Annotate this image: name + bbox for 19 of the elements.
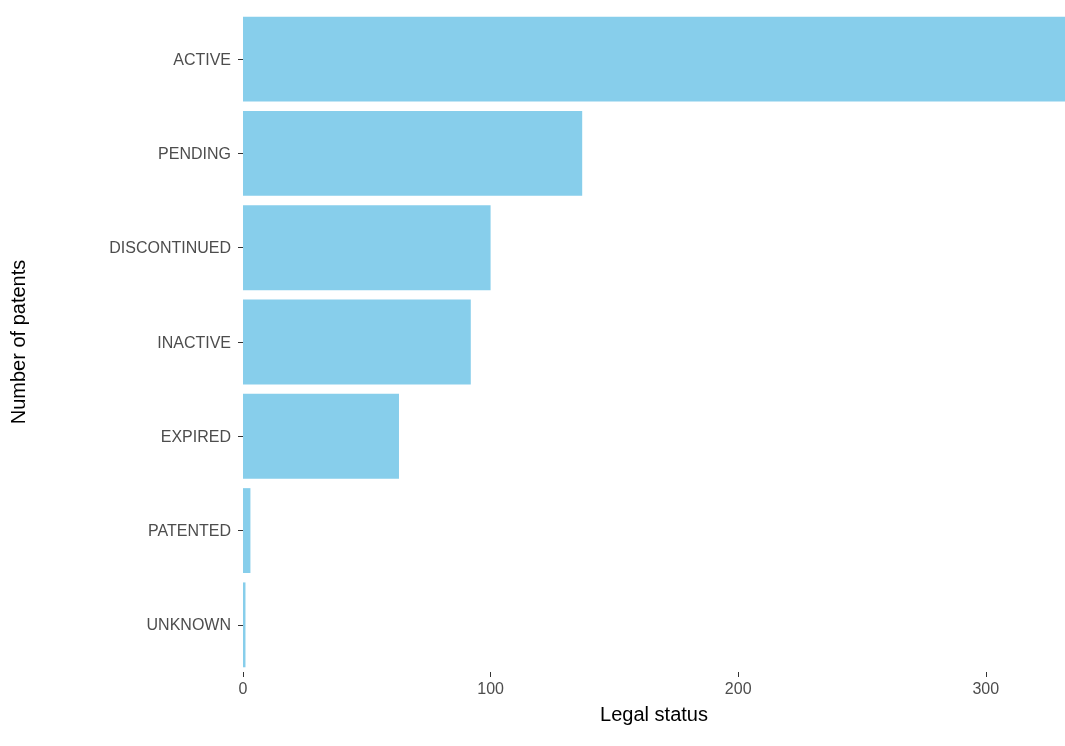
y-tick-label: PENDING (158, 144, 231, 162)
y-tick-label: INACTIVE (157, 333, 231, 351)
x-axis-title: Legal status (600, 703, 708, 725)
x-tick-label: 0 (238, 679, 248, 697)
x-tick-label: 200 (724, 679, 752, 697)
y-tick-label: ACTIVE (173, 50, 231, 68)
bar (243, 205, 491, 291)
bar (243, 299, 471, 385)
y-tick-label: UNKNOWN (146, 616, 231, 634)
x-tick-label: 300 (972, 679, 1000, 697)
y-axis-title: Number of patents (7, 259, 29, 425)
bar (243, 488, 251, 573)
x-tick-label: 100 (477, 679, 505, 697)
y-tick-label: EXPIRED (160, 427, 231, 445)
y-tick-label: DISCONTINUED (109, 239, 231, 257)
y-tick-label: PATENTED (148, 522, 231, 540)
bar (243, 16, 1065, 102)
bar (243, 393, 399, 479)
bar (243, 111, 583, 196)
